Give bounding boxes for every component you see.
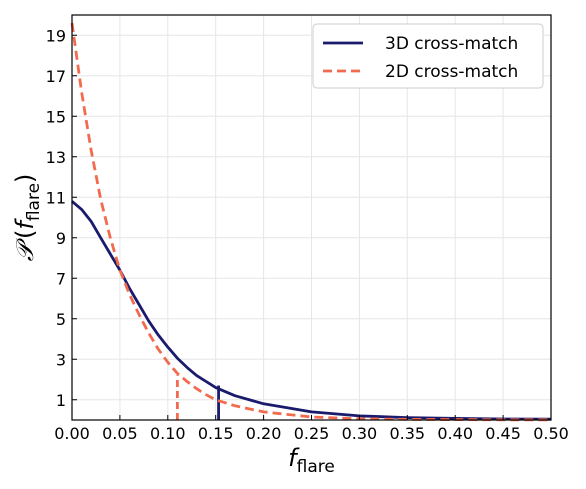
y-axis-label-subscript: flare (24, 183, 44, 221)
y-tick-label: 3 (56, 350, 66, 369)
y-tick-label: 1 (56, 391, 66, 410)
y-tick-label: 19 (46, 26, 66, 45)
x-axis-label-subscript: flare (297, 457, 335, 477)
x-tick-label: 0.45 (485, 424, 521, 443)
x-tick-label: 0.40 (437, 424, 473, 443)
x-tick-label: 0.35 (389, 424, 425, 443)
legend: 3D cross-match 2D cross-match (312, 23, 544, 89)
series-line-1 (71, 200, 552, 421)
y-axis-label: 𝒫 (fflare) (11, 174, 44, 262)
legend-label-1: 3D cross-match (385, 34, 518, 54)
series-lines (70, 22, 552, 422)
y-tick-label: 17 (46, 67, 66, 86)
y-tick-label: 5 (56, 310, 66, 329)
y-tick-label: 11 (46, 188, 66, 207)
y-tick-label: 9 (56, 229, 66, 248)
x-tick-label: 0.20 (246, 424, 282, 443)
y-tick-label: 15 (46, 107, 66, 126)
legend-label-2: 2D cross-match (385, 62, 518, 82)
series-line-2 (70, 22, 551, 422)
y-tick-label: 13 (46, 148, 66, 167)
y-axis-label-open: ( (11, 230, 39, 239)
x-axis-label: fflare (288, 444, 335, 477)
y-axis-label-main: 𝒫 (11, 237, 39, 261)
x-tick-label: 0.50 (533, 424, 569, 443)
x-tick-label: 0.15 (198, 424, 234, 443)
x-tick-label: 0.00 (54, 424, 90, 443)
x-tick-label: 0.10 (150, 424, 186, 443)
x-tick-label: 0.05 (102, 424, 138, 443)
y-axis-label-close: ) (11, 174, 39, 183)
x-tick-label: 0.30 (342, 424, 378, 443)
legend-box (312, 23, 544, 89)
y-tick-label: 7 (56, 269, 66, 288)
axis-ticks: 0.00 0.05 0.10 0.15 0.20 0.25 0.30 0.35 0.40 0.45… (46, 26, 569, 443)
x-tick-label: 0.25 (294, 424, 330, 443)
